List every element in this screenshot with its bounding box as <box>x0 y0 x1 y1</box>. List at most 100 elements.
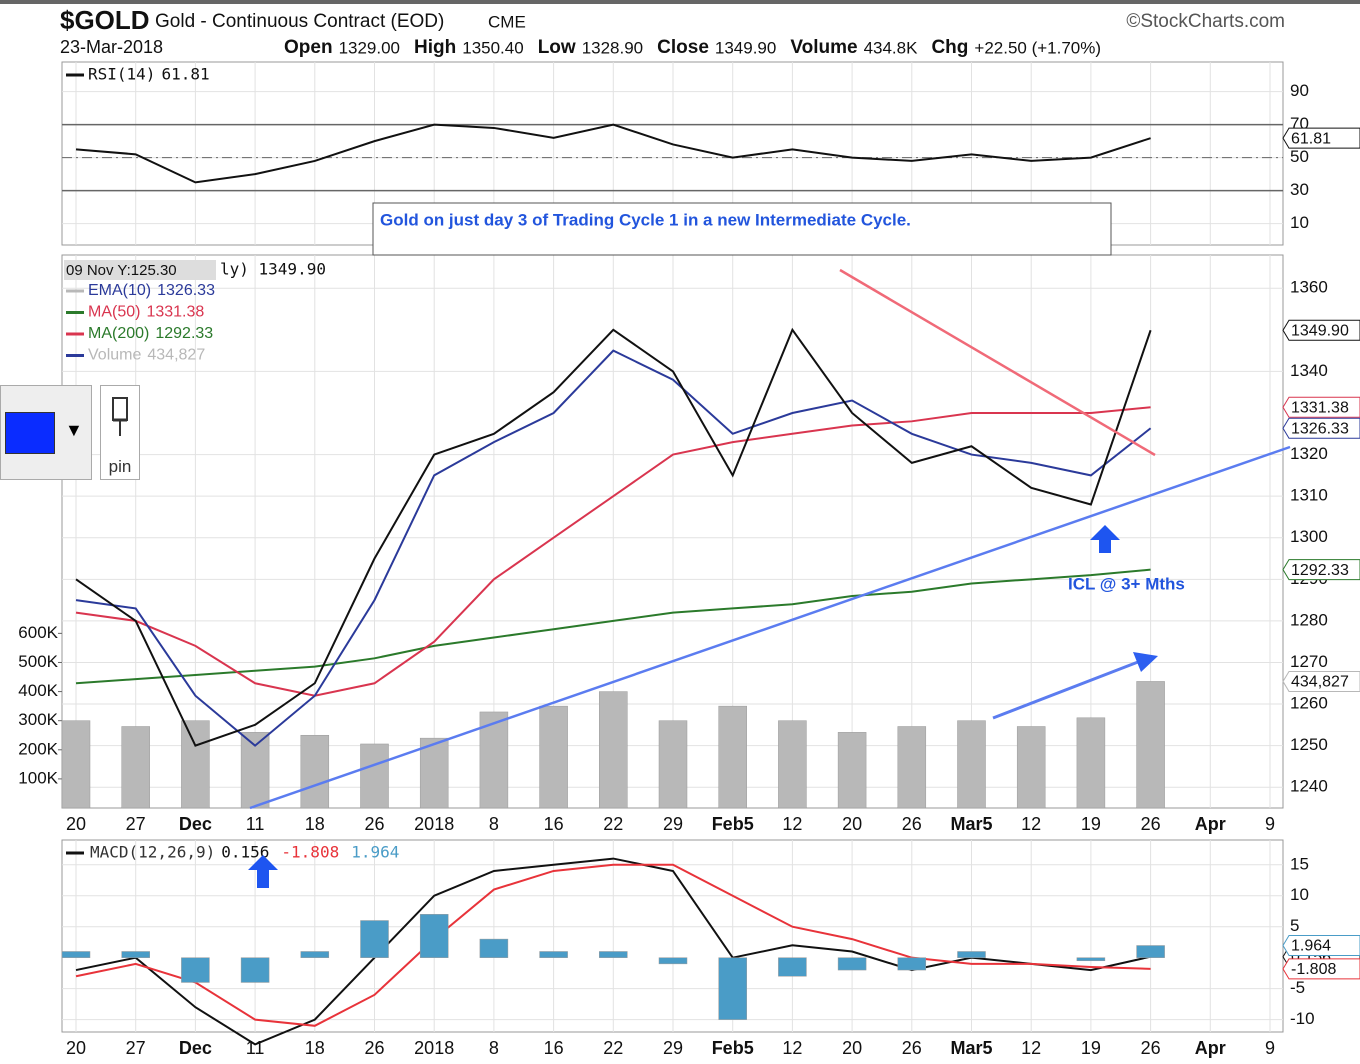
date: 23-Mar-2018 <box>60 37 163 57</box>
x-tick-label: Feb5 <box>712 1038 754 1058</box>
bar <box>1076 957 1106 962</box>
x-tick-label: 16 <box>544 1038 564 1058</box>
source: ©StockCharts.com <box>1126 11 1285 32</box>
pin-icon <box>112 397 128 436</box>
y2-tick-label: 300K <box>18 710 58 729</box>
tooltip-bg <box>64 260 216 280</box>
legend-label: MACD(12,26,9) <box>90 843 215 862</box>
bar <box>121 951 150 958</box>
value-tag <box>1282 319 1360 341</box>
annotation-text: Gold on just day 3 of Trading Cycle 1 in… <box>380 210 911 229</box>
bar <box>1076 717 1106 809</box>
x-tick-label: 26 <box>902 1038 922 1058</box>
x-tick-label: Mar5 <box>950 1038 992 1058</box>
x-tick-label: 27 <box>126 814 146 834</box>
series-line <box>75 123 1151 184</box>
value-tag-label: 1331.38 <box>1291 399 1349 416</box>
y2-tick-label: 400K <box>18 681 58 700</box>
legend-value: 1331.38 <box>146 304 204 321</box>
bar <box>837 732 867 809</box>
color-picker[interactable]: ▼ <box>0 385 92 480</box>
series-line <box>75 406 1151 697</box>
bar <box>360 743 389 809</box>
value-tag <box>1282 935 1360 957</box>
bar <box>1136 681 1165 809</box>
bar <box>479 938 509 958</box>
bar <box>957 951 986 958</box>
legend-label: RSI(14) <box>88 65 155 84</box>
value-tag-label: 1349.90 <box>1291 322 1349 339</box>
bar <box>599 951 628 958</box>
x-tick-label: 29 <box>663 1038 683 1058</box>
bar <box>539 951 568 958</box>
legend-label: Volume <box>88 347 141 364</box>
y-tick-label: 30 <box>1290 180 1309 199</box>
x-tick-label: 27 <box>126 1038 146 1058</box>
annotation-text: ICL @ 3+ Mths <box>1068 574 1185 593</box>
y-tick-label: 15 <box>1290 854 1309 873</box>
bar <box>121 726 150 809</box>
x-tick-label: 9 <box>1265 1038 1275 1058</box>
color-widget[interactable]: ▼ pin <box>0 385 140 480</box>
instrument-name: Gold - Continuous Contract (EOD) <box>155 11 444 32</box>
y-tick-label: 10 <box>1290 885 1309 904</box>
x-tick-label: 20 <box>66 814 86 834</box>
bar <box>539 705 568 809</box>
x-tick-label: 22 <box>603 1038 623 1058</box>
quote-label: Chg <box>931 37 968 58</box>
y-tick-label: 1250 <box>1290 735 1328 754</box>
bar <box>718 957 747 1020</box>
bar <box>300 734 330 809</box>
top-bar <box>0 0 1360 4</box>
value-tag-label: 61.81 <box>1291 130 1331 147</box>
bar <box>778 957 807 977</box>
x-tick-label: 19 <box>1081 1038 1101 1058</box>
legend-value: 434,827 <box>147 347 205 364</box>
quote-value: 434.8K <box>864 38 919 57</box>
series-line <box>75 349 1152 747</box>
exchange: CME <box>488 12 526 31</box>
quote-label: High <box>414 37 456 58</box>
x-tick-label: 12 <box>782 1038 802 1058</box>
x-tick-label: 2018 <box>414 814 454 834</box>
x-tick-label: 12 <box>1021 814 1041 834</box>
value-tag-label: -1.808 <box>1291 961 1336 978</box>
bar <box>61 720 91 809</box>
pin-button[interactable]: pin <box>100 385 140 480</box>
quote-label: Close <box>657 37 709 58</box>
arrow-head <box>1133 652 1158 672</box>
y-tick-label: 10 <box>1290 213 1309 232</box>
bar <box>718 705 747 809</box>
legend-label: MA(200) <box>88 325 149 342</box>
x-tick-label: 26 <box>902 814 922 834</box>
legend-value: 1.964 <box>351 843 399 862</box>
x-tick-label: 12 <box>1021 1038 1041 1058</box>
x-tick-label: 26 <box>364 1038 384 1058</box>
bar <box>837 957 867 971</box>
y-tick-label: 1240 <box>1290 777 1328 796</box>
legend-label: EMA(10) <box>88 282 151 299</box>
pin-label: pin <box>108 457 132 476</box>
bar <box>1016 726 1046 809</box>
value-tag <box>1282 396 1360 418</box>
value-tag <box>1282 670 1360 692</box>
y-tick-label: 1300 <box>1290 527 1328 546</box>
bar <box>957 720 986 809</box>
bar <box>181 720 210 809</box>
y2-tick-label: 200K <box>18 739 58 758</box>
value-tag <box>1282 127 1360 149</box>
tooltip: 09 Nov Y:125.30 <box>66 262 177 279</box>
bar <box>360 920 389 958</box>
symbol: $GOLD <box>60 5 150 35</box>
legend-label: MA(50) <box>88 304 140 321</box>
bar <box>240 732 270 809</box>
value-tag-label: 1326.33 <box>1291 420 1349 437</box>
x-tick-label: Mar5 <box>950 814 992 834</box>
x-tick-label: 2018 <box>414 1038 454 1058</box>
value-tag <box>1282 559 1360 581</box>
bar <box>419 914 449 958</box>
y-tick-label: 1340 <box>1290 361 1328 380</box>
bar <box>897 726 927 809</box>
